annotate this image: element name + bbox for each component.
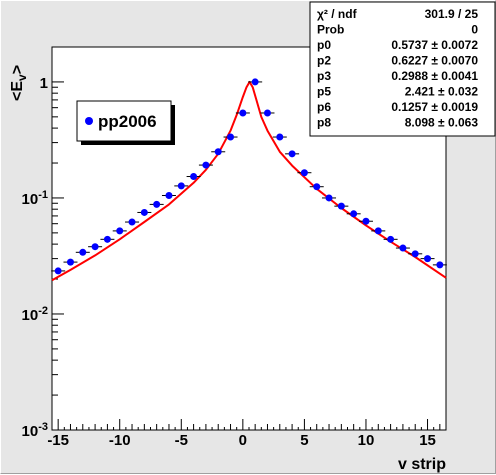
stats-label: p3 xyxy=(317,69,331,83)
stats-value: 0.1257 ± 0.0019 xyxy=(391,100,478,114)
data-point xyxy=(91,243,99,251)
x-tick-label: 5 xyxy=(300,432,308,449)
stats-label: Prob xyxy=(317,23,344,37)
stats-label: χ² / ndf xyxy=(317,7,358,21)
data-point xyxy=(165,191,173,199)
x-tick-label: -10 xyxy=(109,432,131,449)
fit-layer xyxy=(51,80,447,282)
stats-value: 2.421 ± 0.032 xyxy=(405,85,479,99)
y-tick-label: 1 xyxy=(40,75,48,92)
legend: pp2006 xyxy=(76,100,175,145)
data-point xyxy=(227,133,235,141)
x-axis: -15 -10 -5 0 5 10 15 xyxy=(47,419,447,449)
stats-box: χ² / ndf 301.9 / 25 Prob 0 p0 0.5737 ± 0.0072… xyxy=(309,1,496,137)
data-point xyxy=(436,261,444,269)
stats-value: 301.9 / 25 xyxy=(425,7,479,21)
data-point xyxy=(325,194,333,202)
y-tick-label: 10-3 xyxy=(22,421,48,440)
y-tick-label: 10-1 xyxy=(22,189,48,208)
x-tick-label: 0 xyxy=(239,432,247,449)
data-point xyxy=(103,235,111,243)
stats-value: 0.5737 ± 0.0072 xyxy=(391,38,478,52)
data-point xyxy=(350,210,358,218)
data-point xyxy=(202,161,210,169)
stats-label: p6 xyxy=(317,100,331,114)
y-tick-label: 10-2 xyxy=(22,305,48,324)
data-point xyxy=(153,200,161,208)
x-axis-title: v strip xyxy=(398,456,446,473)
data-point xyxy=(374,227,382,235)
data-point xyxy=(424,255,432,263)
data-point xyxy=(288,150,296,158)
data-point xyxy=(140,208,148,216)
points-layer xyxy=(51,78,447,275)
stats-value: 0 xyxy=(471,23,478,37)
data-point xyxy=(411,250,419,258)
x-tick-label: -15 xyxy=(47,432,69,449)
data-point xyxy=(300,169,308,177)
stats-box-frame xyxy=(309,1,496,137)
y-axis-title: <Ev> xyxy=(9,65,29,101)
data-point xyxy=(251,78,259,86)
data-point xyxy=(214,148,222,156)
data-point xyxy=(239,109,247,117)
stats-label: p5 xyxy=(317,85,331,99)
data-point xyxy=(66,258,74,266)
data-point xyxy=(399,244,407,252)
data-point xyxy=(54,267,62,275)
data-point xyxy=(362,217,370,225)
data-point xyxy=(337,202,345,210)
data-point xyxy=(79,248,87,256)
data-point xyxy=(190,173,198,181)
stats-label: p8 xyxy=(317,116,331,130)
stats-value: 0.6227 ± 0.0070 xyxy=(391,54,478,68)
data-point xyxy=(128,218,136,226)
stats-label: p0 xyxy=(317,38,331,52)
x-tick-label: 10 xyxy=(358,432,375,449)
stats-value: 8.098 ± 0.063 xyxy=(405,116,479,130)
data-point xyxy=(313,183,321,191)
data-point xyxy=(116,227,124,235)
legend-label: pp2006 xyxy=(98,112,157,131)
data-point xyxy=(387,235,395,243)
stats-label: p2 xyxy=(317,54,331,68)
stats-rows: χ² / ndf 301.9 / 25 Prob 0 p0 0.5737 ± 0.0072… xyxy=(317,7,478,130)
data-point xyxy=(263,109,271,117)
y-axis: 1 10-1 10-2 10-3 xyxy=(22,46,64,440)
fit-curve xyxy=(51,80,447,282)
stats-value: 0.2988 ± 0.0041 xyxy=(391,69,478,83)
x-tick-label: -5 xyxy=(175,432,188,449)
data-point xyxy=(177,182,185,190)
legend-marker xyxy=(85,117,93,125)
data-point xyxy=(276,133,284,141)
x-tick-label: 15 xyxy=(419,432,436,449)
